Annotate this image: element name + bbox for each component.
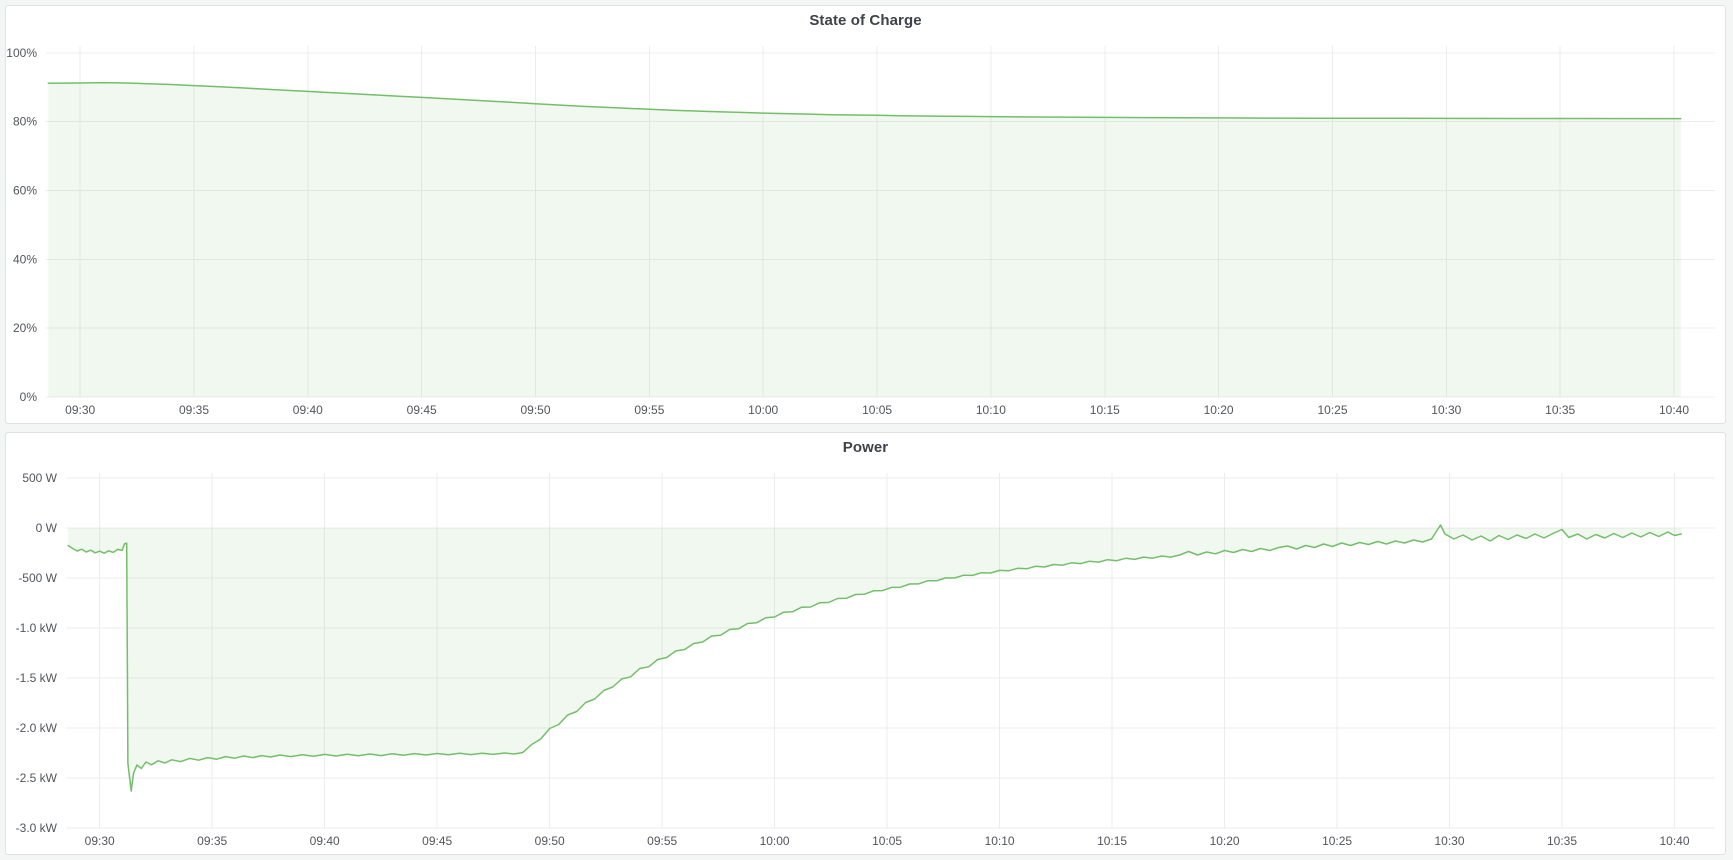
svg-text:-1.0 kW: -1.0 kW	[16, 621, 58, 635]
svg-text:40%: 40%	[13, 252, 37, 266]
svg-text:80%: 80%	[13, 115, 37, 129]
panel-title-power[interactable]: Power	[842, 439, 889, 456]
svg-text:10:25: 10:25	[1317, 403, 1347, 417]
svg-text:09:35: 09:35	[179, 403, 209, 417]
state-of-charge-chart-area: 100% 80% 60% 40% 20% 0% 09:30 09:35 09:40 09:45 09…	[6, 36, 1725, 423]
svg-text:10:20: 10:20	[1210, 834, 1240, 848]
power-chart-area: 500 W 0 W -500 W -1.0 kW -1.5 kW -2.0 kW -2.5 …	[6, 463, 1725, 854]
svg-text:10:10: 10:10	[976, 403, 1006, 417]
svg-text:0 W: 0 W	[36, 521, 58, 535]
svg-text:09:55: 09:55	[634, 403, 664, 417]
svg-text:0%: 0%	[20, 390, 38, 404]
svg-text:09:40: 09:40	[310, 834, 340, 848]
svg-text:09:50: 09:50	[520, 403, 550, 417]
svg-text:10:00: 10:00	[760, 834, 790, 848]
svg-text:09:45: 09:45	[422, 834, 452, 848]
svg-text:10:20: 10:20	[1204, 403, 1234, 417]
svg-text:20%: 20%	[13, 321, 37, 335]
svg-text:09:50: 09:50	[535, 834, 565, 848]
svg-text:10:15: 10:15	[1090, 403, 1120, 417]
svg-text:10:15: 10:15	[1097, 834, 1127, 848]
svg-text:09:40: 09:40	[293, 403, 323, 417]
svg-text:10:40: 10:40	[1659, 834, 1689, 848]
svg-text:09:35: 09:35	[197, 834, 227, 848]
svg-text:100%: 100%	[6, 46, 37, 60]
power-chart[interactable]: 500 W 0 W -500 W -1.0 kW -1.5 kW -2.0 kW -2.5 …	[6, 463, 1725, 854]
svg-text:10:35: 10:35	[1547, 834, 1577, 848]
panel-power: Power 500 W 0 W -500 W -1.0 kW -1.5 kW -2.0 k…	[5, 432, 1726, 855]
svg-text:10:05: 10:05	[872, 834, 902, 848]
svg-text:-3.0 kW: -3.0 kW	[16, 821, 58, 835]
svg-text:-2.5 kW: -2.5 kW	[16, 771, 58, 785]
svg-text:10:35: 10:35	[1545, 403, 1575, 417]
panel-title-state-of-charge[interactable]: State of Charge	[809, 12, 922, 29]
svg-text:500 W: 500 W	[22, 471, 57, 485]
svg-text:10:00: 10:00	[748, 403, 778, 417]
svg-text:60%: 60%	[13, 184, 37, 198]
svg-text:10:25: 10:25	[1322, 834, 1352, 848]
svg-text:09:30: 09:30	[65, 403, 95, 417]
svg-text:10:10: 10:10	[985, 834, 1015, 848]
svg-text:-2.0 kW: -2.0 kW	[16, 721, 58, 735]
svg-text:10:30: 10:30	[1431, 403, 1461, 417]
panel-state-of-charge: State of Charge 100% 80% 60% 40% 20% 0% 09:30 0…	[5, 5, 1726, 424]
svg-text:-1.5 kW: -1.5 kW	[16, 671, 58, 685]
svg-text:09:55: 09:55	[647, 834, 677, 848]
svg-text:10:05: 10:05	[862, 403, 892, 417]
svg-text:09:45: 09:45	[407, 403, 437, 417]
state-of-charge-chart[interactable]: 100% 80% 60% 40% 20% 0% 09:30 09:35 09:40 09:45 09…	[6, 36, 1725, 423]
svg-text:10:30: 10:30	[1434, 834, 1464, 848]
svg-text:10:40: 10:40	[1659, 403, 1689, 417]
svg-text:-500 W: -500 W	[18, 571, 57, 585]
svg-text:09:30: 09:30	[85, 834, 115, 848]
